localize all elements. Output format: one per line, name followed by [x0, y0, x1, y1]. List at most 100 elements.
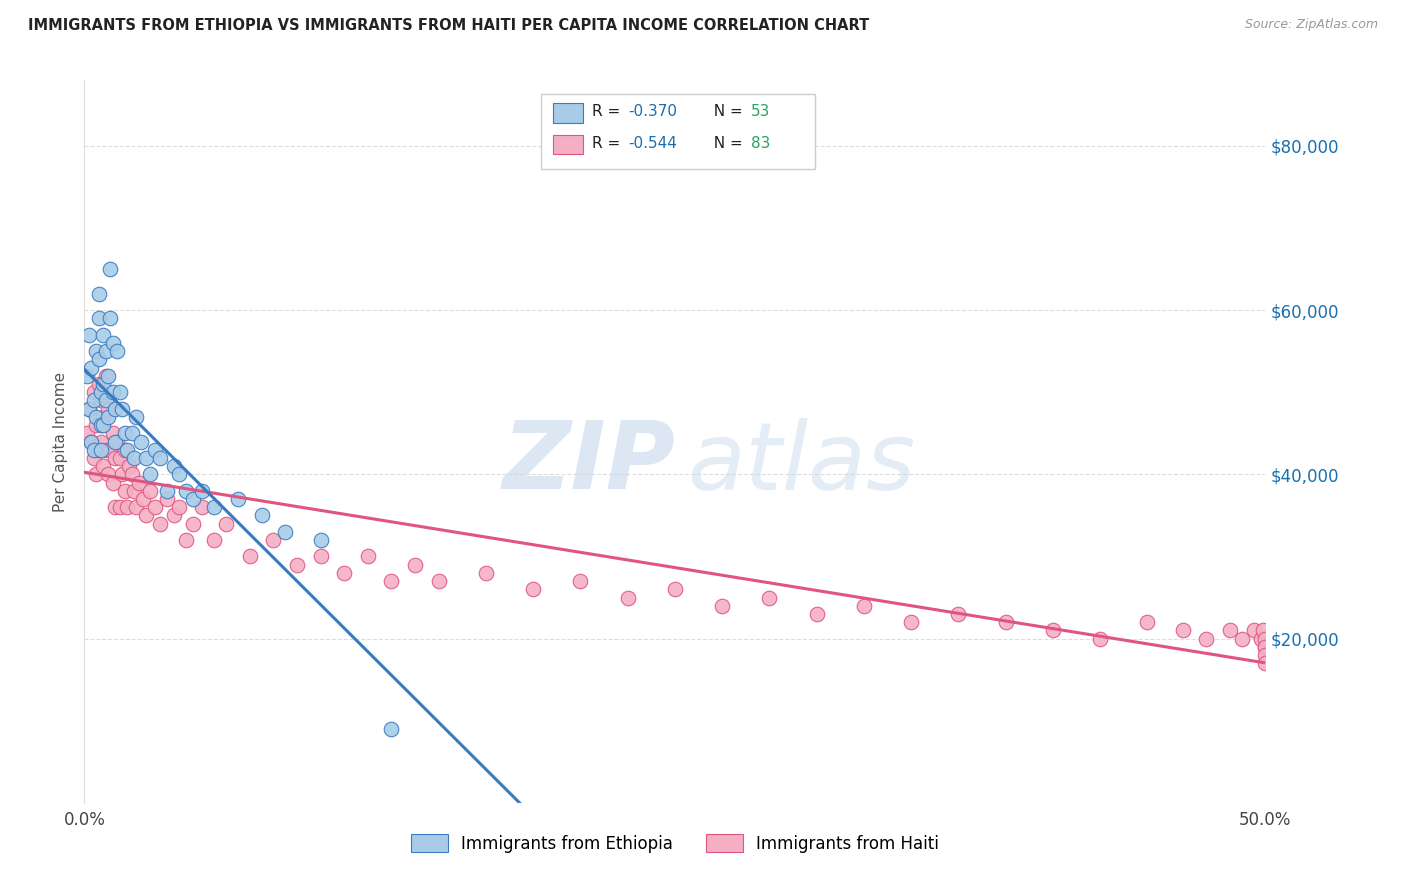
Point [87, 286, 110, 301]
Point [76, 368, 98, 383]
Point [97, 401, 120, 416]
Point [101, 385, 124, 400]
Point [1219, 624, 1241, 638]
Point [114, 426, 136, 441]
Point [77, 327, 100, 342]
Point [1136, 615, 1159, 630]
Text: R =: R = [592, 104, 626, 119]
Point [121, 467, 143, 482]
Point [1230, 632, 1253, 646]
Text: R =: R = [592, 136, 626, 151]
Point [852, 599, 875, 613]
Point [84, 344, 107, 359]
Point [83, 442, 105, 457]
Point [98, 442, 121, 457]
Point [1243, 624, 1265, 638]
Point [90, 434, 112, 449]
Point [77, 401, 100, 416]
Point [94, 393, 117, 408]
Point [191, 483, 214, 498]
Point [104, 401, 127, 416]
Point [1088, 632, 1111, 646]
Point [475, 566, 498, 580]
Point [91, 418, 114, 433]
Point [1254, 640, 1277, 654]
Point [143, 442, 166, 457]
Point [122, 483, 145, 498]
Point [404, 558, 426, 572]
Point [135, 508, 157, 523]
Point [181, 516, 204, 531]
Point [522, 582, 544, 597]
Point [1195, 632, 1218, 646]
Point [104, 450, 127, 465]
Point [948, 607, 970, 621]
Point [107, 344, 129, 359]
Point [1042, 624, 1064, 638]
Y-axis label: Per Capita Income: Per Capita Income [53, 371, 69, 512]
Point [174, 533, 197, 547]
Point [569, 574, 592, 588]
Point [1254, 657, 1277, 671]
Text: 83: 83 [751, 136, 770, 151]
Point [90, 385, 112, 400]
Text: N =: N = [704, 104, 748, 119]
Point [664, 582, 686, 597]
Point [83, 393, 105, 408]
Point [91, 377, 114, 392]
Point [139, 467, 162, 482]
Point [1254, 632, 1277, 646]
Point [215, 516, 238, 531]
Point [333, 566, 356, 580]
Point [132, 491, 155, 506]
Point [114, 483, 136, 498]
Point [1254, 640, 1277, 654]
Point [163, 508, 186, 523]
Point [104, 500, 127, 515]
Text: N =: N = [704, 136, 748, 151]
Point [129, 434, 152, 449]
Point [118, 459, 141, 474]
Point [115, 442, 138, 457]
Point [98, 311, 121, 326]
Point [156, 491, 179, 506]
Text: -0.370: -0.370 [628, 104, 678, 119]
Point [101, 336, 124, 351]
Point [94, 442, 117, 457]
Point [309, 533, 332, 547]
Point [380, 574, 402, 588]
Point [76, 426, 98, 441]
Point [357, 549, 380, 564]
Point [80, 360, 103, 375]
Point [191, 500, 214, 515]
Point [285, 558, 308, 572]
Point [156, 483, 179, 498]
Point [108, 500, 131, 515]
Point [250, 508, 273, 523]
Point [163, 459, 186, 474]
Point [80, 434, 103, 449]
Point [122, 450, 145, 465]
Point [97, 368, 120, 383]
Point [101, 475, 124, 490]
Point [87, 377, 110, 392]
Point [84, 467, 107, 482]
Point [107, 434, 129, 449]
Point [104, 434, 127, 449]
Point [94, 368, 117, 383]
Point [1171, 624, 1194, 638]
Point [80, 434, 103, 449]
Point [97, 409, 120, 424]
Point [101, 426, 124, 441]
Point [380, 722, 402, 736]
Point [91, 459, 114, 474]
Point [143, 500, 166, 515]
Point [125, 409, 148, 424]
Point [111, 401, 134, 416]
Point [167, 500, 190, 515]
Point [806, 607, 828, 621]
Point [90, 393, 112, 408]
Text: ZIP: ZIP [502, 417, 675, 509]
Text: Source: ZipAtlas.com: Source: ZipAtlas.com [1244, 18, 1378, 31]
Point [274, 524, 297, 539]
